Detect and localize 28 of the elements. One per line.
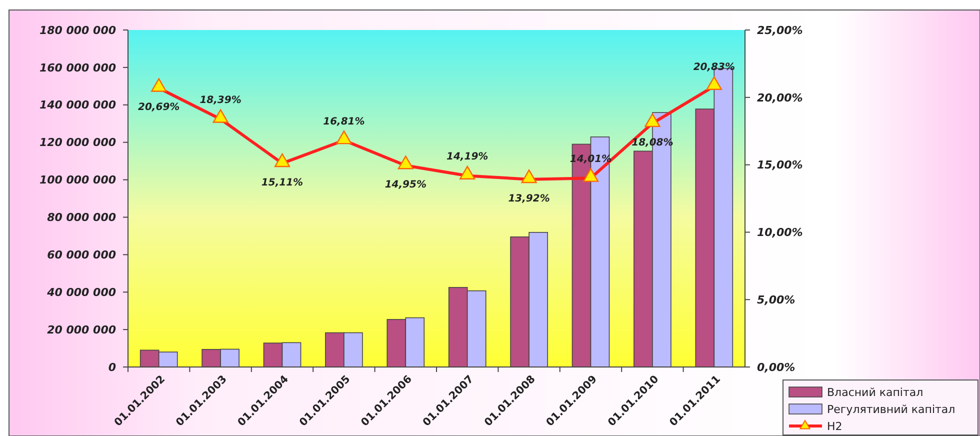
data-label: 14,19%: [446, 152, 488, 163]
data-label: 16,81%: [323, 116, 365, 128]
y-tick-label: 140 000 000: [39, 98, 116, 112]
data-label: 14,95%: [384, 179, 426, 190]
data-label: 20,83%: [693, 62, 735, 74]
y-tick-label: 160 000 000: [39, 61, 116, 74]
y2-tick-label: 25,00%: [757, 24, 803, 37]
data-label: 13,92%: [508, 193, 550, 204]
y-tick-label: 40 000 000: [46, 286, 116, 299]
y-tick-label: 60 000 000: [47, 248, 116, 262]
y-tick-label: 180 000 000: [39, 24, 116, 37]
data-label: 15,11%: [261, 177, 304, 188]
data-label: 18,39%: [200, 95, 242, 106]
legend-label: Н2: [827, 420, 842, 433]
legend-label: Регулятивний капітал: [827, 402, 956, 416]
y2-tick-label: 15,00%: [757, 158, 803, 172]
y2-tick-label: 10,00%: [757, 226, 803, 240]
y-tick-label: 100 000 000: [39, 174, 116, 187]
data-label: 20,69%: [138, 102, 180, 114]
y-tick-label: 120 000 000: [39, 136, 116, 150]
y2-tick-label: 5,00%: [757, 293, 796, 306]
y2-tick-label: 0,00%: [757, 360, 796, 374]
y-tick-label: 80 000 000: [47, 211, 116, 224]
y-tick-label: 0: [108, 360, 116, 374]
y-tick-label: 20 000 000: [47, 323, 116, 336]
legend-label: Власний капітал: [827, 386, 924, 399]
y2-tick-label: 20,00%: [757, 91, 803, 104]
data-label: 14,01%: [570, 154, 612, 166]
